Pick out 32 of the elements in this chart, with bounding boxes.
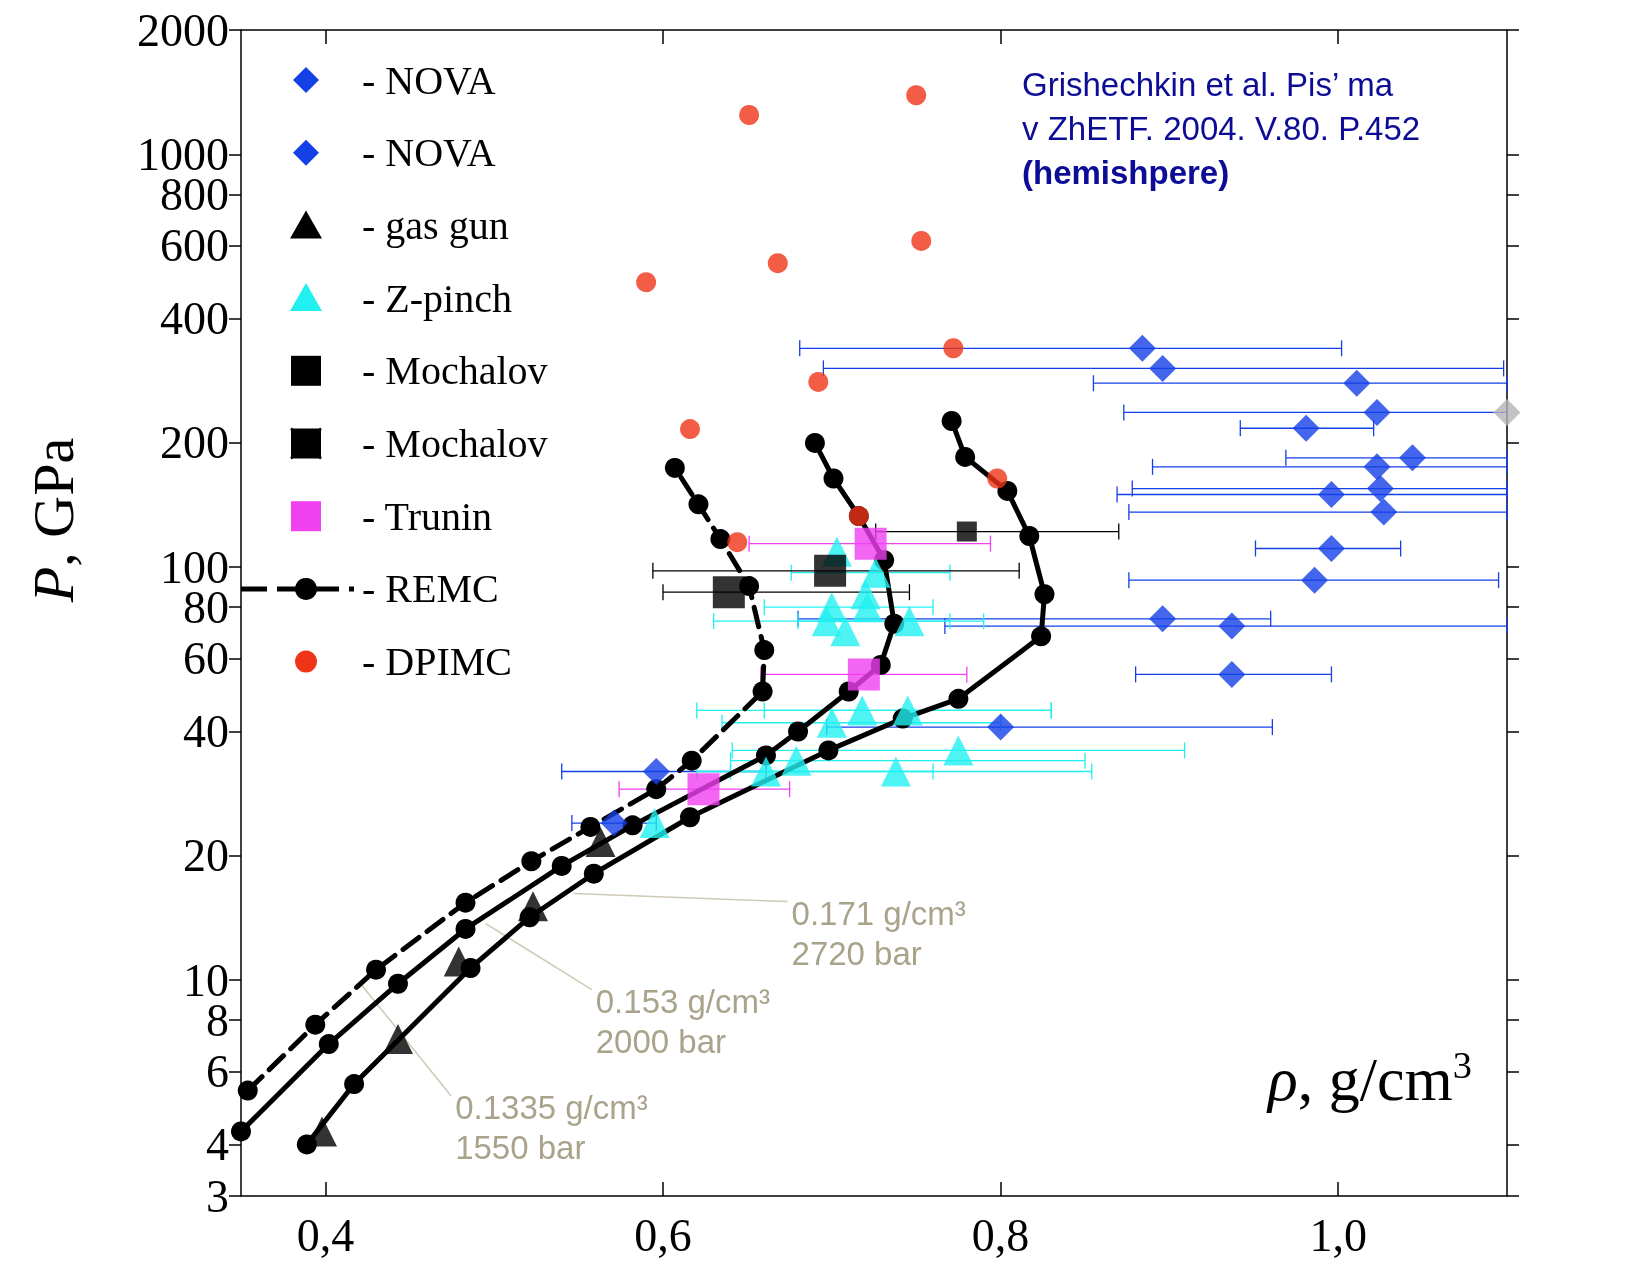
annotation: 0.171 g/cm³ 2720 bar — [791, 895, 966, 973]
y-tick-label: 60 — [183, 633, 229, 685]
y-tick-label: 600 — [160, 220, 229, 272]
x-tick-label: 0,6 — [634, 1209, 692, 1261]
y-tick-label: 400 — [160, 293, 229, 345]
legend-label: - NOVA — [362, 57, 496, 103]
y-tick-label: 3 — [206, 1170, 229, 1222]
y-tick-label: 10 — [183, 954, 229, 1006]
y-tick-label: 100 — [160, 541, 229, 593]
y-tick-label: 4 — [206, 1118, 229, 1170]
y-tick-label: 40 — [183, 706, 229, 758]
legend-label: - DPIMC — [362, 639, 513, 685]
y-tick-label: 20 — [183, 830, 229, 882]
x-tick-label: 0,4 — [296, 1209, 355, 1261]
y-tick-label: 6 — [206, 1046, 229, 1098]
legend-label: - Mochalov — [362, 348, 548, 394]
legend-label: - Z-pinch — [362, 275, 512, 321]
x-tick-label: 0,8 — [971, 1209, 1030, 1261]
annotation: Grishechkin et al. Pis’ ma v ZhETF. 2004. V.80. P.452 — [1022, 65, 1421, 147]
legend-label: - gas gun — [362, 202, 509, 248]
annotation: (hemishpere) — [1022, 153, 1230, 191]
y-axis-title: P, GPa — [20, 437, 86, 604]
annotation: 0.1335 g/cm³ 1550 bar — [455, 1089, 648, 1167]
y-tick-label: 2000 — [137, 4, 229, 56]
x-tick-label: 1,0 — [1309, 1209, 1367, 1261]
legend-label: - Mochalov — [362, 421, 548, 466]
y-tick-label: 1000 — [137, 128, 229, 180]
legend-label: - Trunin — [362, 493, 493, 539]
y-tick-label: 200 — [160, 417, 229, 469]
annotation: 0.153 g/cm³ 2000 bar — [595, 983, 771, 1061]
legend-label: - REMC — [362, 566, 499, 612]
legend-label: - NOVA — [362, 130, 496, 176]
